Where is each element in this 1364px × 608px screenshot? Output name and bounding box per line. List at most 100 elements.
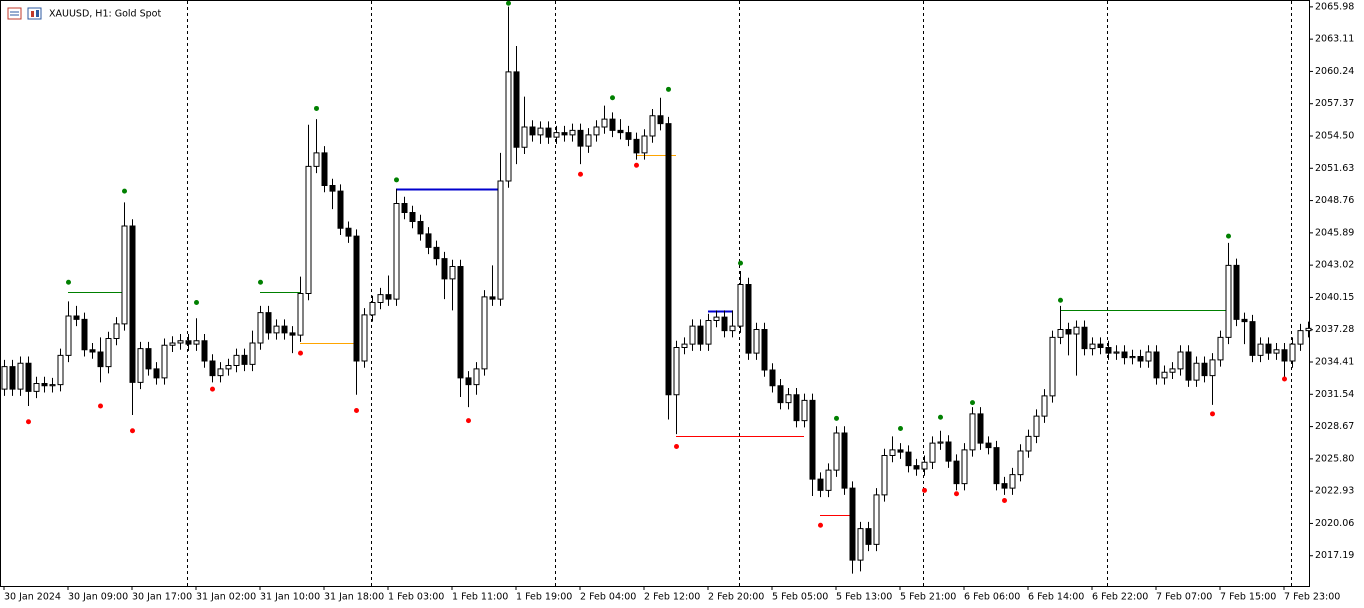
candle-body [849,487,856,561]
candle-body [1137,356,1144,362]
candle-body [641,135,648,154]
fractal-dot [298,350,303,356]
candle-body [337,190,344,229]
candle-body [377,294,384,303]
candle-body [801,399,808,422]
candle-body [905,451,912,467]
candle-body [1153,351,1160,379]
fractal-dot [578,171,583,177]
candle-body [953,460,960,485]
candle-body [745,284,752,354]
candle-body [777,385,784,404]
candle-body [273,325,280,334]
fractal-dot [954,491,959,497]
candle-body [977,413,984,444]
fractal-dot [1058,297,1063,303]
candle-body [81,318,88,351]
candle-body [1129,356,1136,359]
candle-body [601,118,608,128]
x-tick-label: 1 Feb 03:00 [388,592,444,603]
y-tick-label: 2040.15 [1315,292,1354,303]
candle-body [57,354,64,386]
candle-body [625,132,632,140]
fractal-dot [834,415,839,421]
candle-body [1041,395,1048,417]
candle-body [369,302,376,316]
candle-body [265,312,272,334]
candle-body [257,312,264,344]
fractal-dot [26,419,31,425]
x-tick-label: 6 Feb 22:00 [1092,592,1148,603]
y-tick-label: 2031.54 [1315,389,1354,400]
candle-body [697,325,704,345]
x-tick-label: 7 Feb 07:00 [1156,592,1212,603]
candle-body [393,203,400,300]
candle-body [1273,349,1280,354]
fractal-dot [938,414,943,420]
candle-body [289,332,296,336]
candle-body [313,152,320,167]
candle-body [1057,329,1064,338]
candle-body [921,461,928,470]
candle-body [441,258,448,280]
candle-body [785,394,792,404]
candle-body [673,347,680,396]
icon [27,7,42,20]
candle-body [961,449,968,485]
candle-body [833,432,840,471]
candle-body [569,129,576,136]
candle-body [345,227,352,237]
candle-body [121,225,128,325]
candle-body [1201,362,1208,377]
candle-body [449,266,456,280]
candle-body [881,455,888,496]
fractal-dot [922,487,927,493]
candle-body [233,354,240,366]
fractal-dot [98,403,103,409]
candle-body [929,442,936,463]
candle-body [721,316,728,332]
candle-body [105,338,112,368]
candle-body [97,351,104,368]
candle-body [841,432,848,489]
fractal-dot [210,386,215,392]
candle-body [1121,351,1128,359]
y-tick-label: 2063.11 [1315,34,1354,45]
candle-body [1177,351,1184,370]
candle-body [89,349,96,353]
fractal-dot [130,428,135,434]
y-tick-label: 2054.50 [1315,131,1354,142]
candle-body [521,126,528,148]
candle-body [305,165,312,294]
candle-body [17,362,24,390]
candle-body [353,235,360,362]
fractal-dot [1282,376,1287,382]
candle-body [1161,371,1168,379]
candle-body [201,340,208,362]
header-icons [7,7,42,20]
candle-body [505,71,512,182]
icon [31,11,34,17]
x-tick-label: 31 Jan 18:00 [324,592,384,603]
candle-body [1169,368,1176,373]
y-tick-label: 2057.37 [1315,98,1354,109]
x-tick-label: 2 Feb 12:00 [644,592,700,603]
candle-body [593,126,600,136]
candle-body [169,342,176,346]
candle-body [225,365,232,370]
candle-body [713,316,720,321]
candle-body [241,354,248,365]
candle-body [185,340,192,345]
candle-body [825,469,832,491]
candle-body [73,315,80,320]
y-tick-label: 2045.89 [1315,227,1354,238]
candle-body [761,329,768,371]
candle-body [1089,343,1096,350]
candle-body [529,126,536,136]
candle-body [193,340,200,345]
candle-body [969,413,976,451]
candle-body [329,185,336,192]
candle-body [1049,336,1056,397]
x-tick-label: 31 Jan 02:00 [196,592,256,603]
